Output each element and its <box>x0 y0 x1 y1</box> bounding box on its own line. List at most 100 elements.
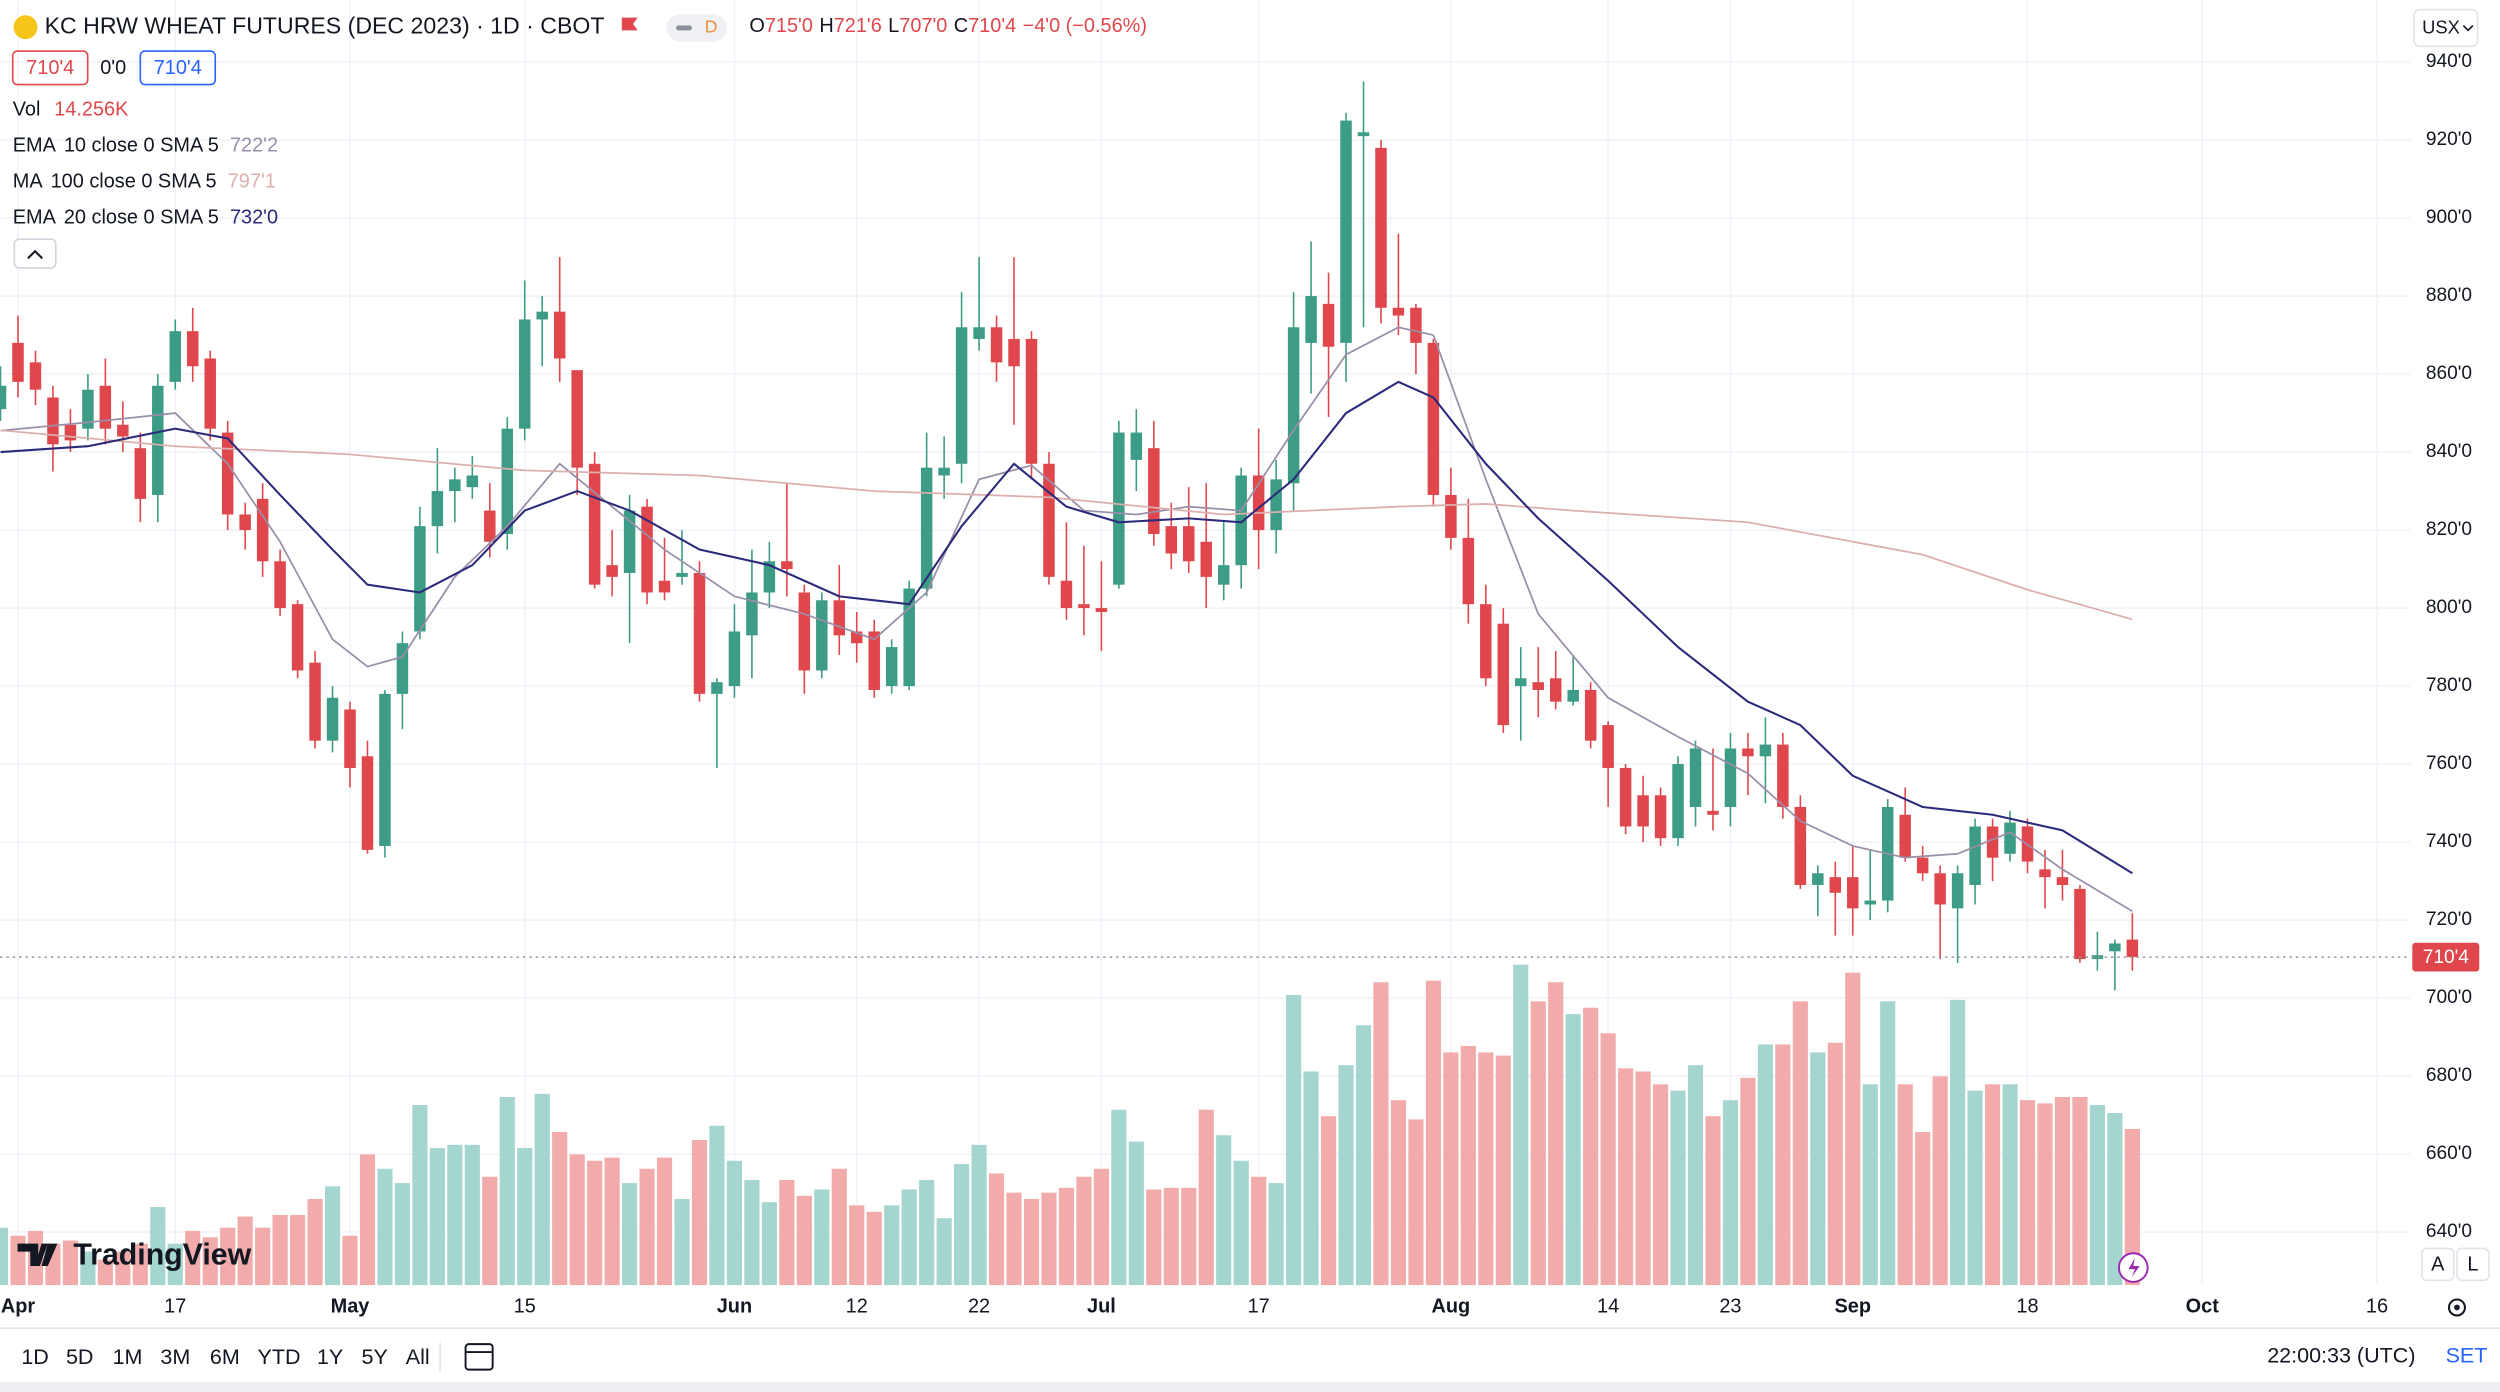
volume-bar <box>80 1251 96 1286</box>
candle-body <box>2004 822 2016 854</box>
volume-bar <box>272 1215 288 1286</box>
candle-body <box>501 428 514 534</box>
x-tick-label: Aug <box>1432 1296 1471 1318</box>
symbol-title[interactable]: KC HRW WHEAT FUTURES (DEC 2023) · 1D · C… <box>45 12 605 38</box>
volume-bar <box>866 1211 882 1286</box>
candle-body <box>920 467 933 589</box>
volume-bar <box>1355 1025 1372 1286</box>
volume-bar <box>2124 1128 2140 1286</box>
y-tick-label: 860'0 <box>2426 363 2472 384</box>
x-tick-label: Sep <box>1835 1296 1872 1318</box>
volume-bar <box>1845 972 1861 1286</box>
volume-bar <box>1967 1090 1983 1286</box>
candle-body <box>1637 795 1649 827</box>
candle-body <box>816 600 828 671</box>
indicator-value: 797'1 <box>228 171 276 193</box>
volume-bar <box>517 1148 533 1286</box>
range-button[interactable]: 1D <box>21 1345 49 1369</box>
candle-body <box>99 385 112 429</box>
y-tick-label: 820'0 <box>2426 519 2472 540</box>
candle-body <box>519 319 531 429</box>
y-tick-label: 660'0 <box>2426 1143 2472 1164</box>
range-button[interactable]: 6M <box>210 1345 240 1369</box>
range-bar: 1D 5D 1M 3M 6M YTD 1Y 5Y All <box>21 1345 429 1369</box>
candle-body <box>239 514 251 531</box>
volume-bar <box>1076 1176 1092 1286</box>
candle-body <box>798 592 811 671</box>
range-button[interactable]: 3M <box>160 1345 190 1369</box>
volume-bar <box>412 1105 428 1286</box>
candle-body <box>1217 565 1230 585</box>
indicator-params: 100 close 0 SMA 5 <box>51 171 217 193</box>
volume-bar <box>1984 1084 2001 1286</box>
session-button[interactable]: SET <box>2446 1344 2488 1368</box>
scale-button[interactable]: L <box>2467 1253 2478 1275</box>
clock: 22:00:33 (UTC) <box>2267 1344 2415 1368</box>
volume-bar <box>2107 1113 2123 1286</box>
candle-body <box>1078 604 1090 609</box>
range-button[interactable]: YTD <box>257 1345 300 1369</box>
volume-bar <box>691 1140 708 1286</box>
candle-body <box>1375 147 1387 308</box>
candle-body <box>1724 748 1737 807</box>
volume-bar <box>587 1160 603 1286</box>
volume-bar <box>709 1125 725 1286</box>
volume-bar <box>2072 1097 2088 1286</box>
candle-body <box>414 526 426 632</box>
candle-body <box>274 561 286 609</box>
volume-bar <box>377 1168 393 1286</box>
candle-body <box>256 498 269 562</box>
scale-button[interactable]: A <box>2431 1253 2445 1275</box>
volume-bar <box>1548 982 1564 1286</box>
volume-bar <box>1268 1183 1284 1286</box>
currency[interactable]: USX <box>2422 17 2460 38</box>
candle-body <box>1445 494 1457 538</box>
candle-body <box>1410 307 1422 343</box>
candle-body <box>1200 541 1212 577</box>
y-tick-label: 700'0 <box>2426 987 2472 1008</box>
range-button[interactable]: All <box>406 1345 430 1369</box>
volume-bar <box>1530 1001 1546 1286</box>
candle-body <box>221 432 234 515</box>
volume-bar <box>447 1144 463 1286</box>
y-tick-label: 720'0 <box>2426 909 2472 930</box>
range-button[interactable]: 1Y <box>317 1345 343 1369</box>
volume-bar <box>237 1216 253 1286</box>
candle-body <box>431 491 444 527</box>
ohlc-legend: O715'0 H721'6 L707'0 C710'4 −4'0 (−0.56%) <box>749 15 1147 37</box>
candle-body <box>1235 475 1247 566</box>
indicator-name: MA <box>13 171 44 193</box>
candle-body <box>361 756 374 850</box>
volume-bar <box>499 1097 515 1286</box>
volume-bar <box>971 1144 987 1286</box>
logo-text[interactable]: TradingView <box>73 1238 251 1271</box>
flag-icon[interactable] <box>621 17 638 31</box>
candle-body <box>588 463 601 585</box>
candle-body <box>1322 303 1335 347</box>
range-button[interactable]: 5D <box>66 1345 94 1369</box>
volume-bar <box>1146 1189 1162 1286</box>
candle-body <box>1462 537 1475 605</box>
status-pill <box>666 14 728 42</box>
volume-bar <box>1600 1033 1616 1286</box>
log-scale-button[interactable] <box>2456 1247 2490 1282</box>
volume-bar <box>639 1168 655 1286</box>
volume-bar <box>255 1227 271 1286</box>
auto-scale-button[interactable] <box>2421 1247 2455 1282</box>
candle-body <box>186 331 199 367</box>
candle-body <box>1427 342 1440 495</box>
settings-icon[interactable] <box>2447 1298 2466 1317</box>
candle-body <box>606 565 618 577</box>
range-button[interactable]: 5Y <box>362 1345 388 1369</box>
range-button[interactable]: 1M <box>113 1345 143 1369</box>
x-tick-label: 15 <box>514 1296 536 1318</box>
candle-body <box>676 572 688 577</box>
candle-body <box>1480 604 1492 679</box>
candle-body <box>868 631 880 690</box>
indicator-params: 10 close 0 SMA 5 <box>64 135 219 157</box>
collapse-button[interactable] <box>13 238 57 269</box>
calendar-icon[interactable] <box>464 1343 494 1371</box>
volume-bar <box>394 1183 410 1286</box>
currency-button[interactable] <box>2413 8 2479 48</box>
volume-bar <box>569 1154 585 1286</box>
